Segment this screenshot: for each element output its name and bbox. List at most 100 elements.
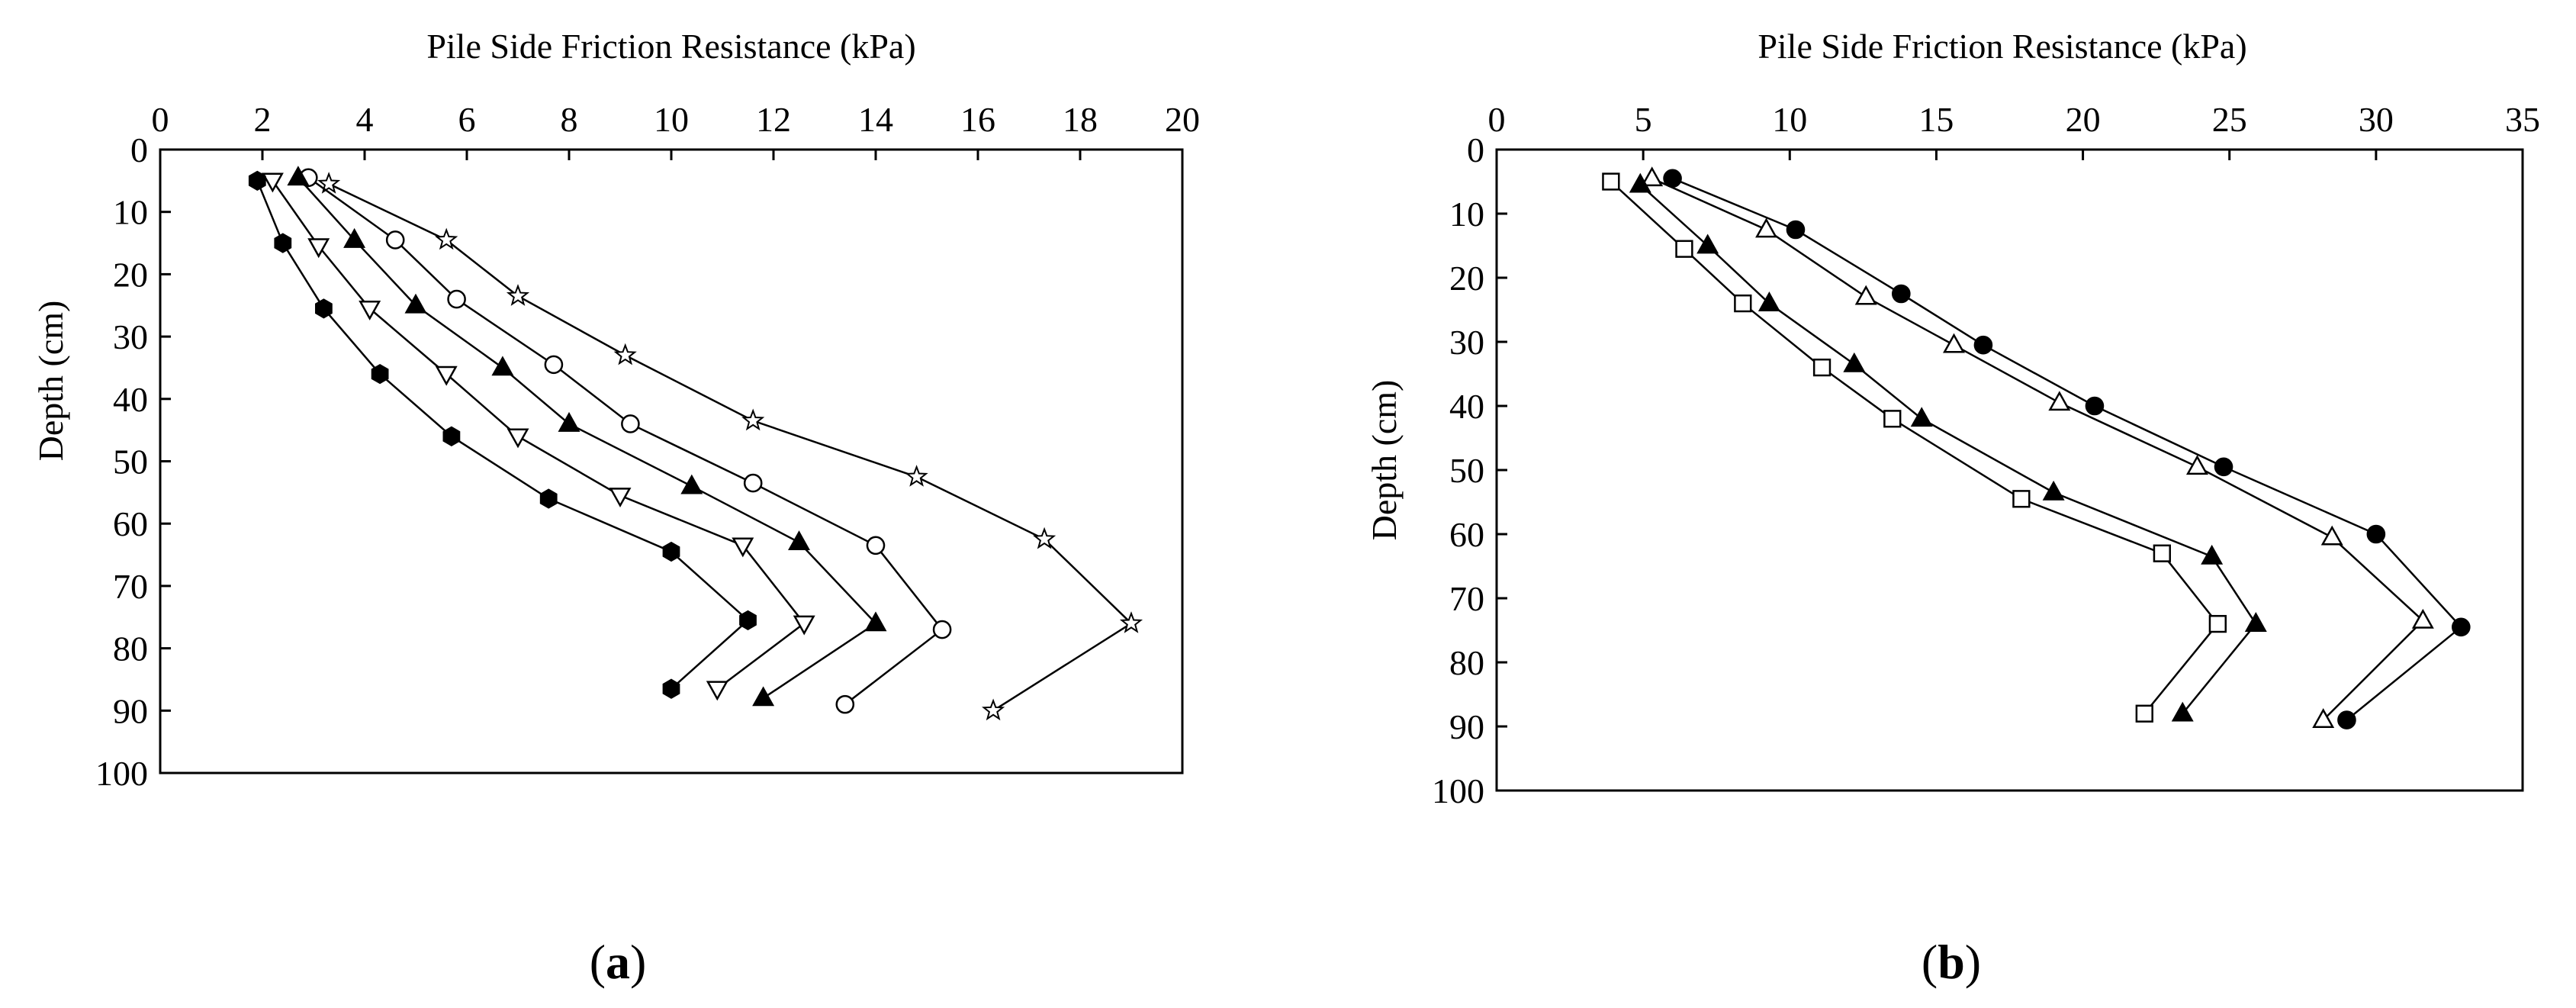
x-tick-label: 5 (1635, 100, 1652, 139)
x-tick-label: 25 (2212, 100, 2247, 139)
x-tick-label: 20 (1165, 100, 1200, 139)
series-C1.8 (1629, 172, 2267, 722)
axis-ticks: 0 5 10 15 20 25 30 35 0 10 20 30 40 50 60 70 80 90 100 (1432, 100, 2540, 810)
data-point (1843, 352, 1866, 372)
data-point (1854, 285, 1877, 305)
data-point (752, 686, 775, 707)
data-point (2366, 524, 2386, 544)
y-axis-title: Depth (cm) (31, 301, 70, 462)
panel-label: (a) (590, 935, 647, 989)
data-point (793, 615, 815, 636)
data-point (274, 233, 292, 253)
data-point (2153, 544, 2171, 562)
chart-panel-b: Pile Side Friction Resistance (kPa) Dept… (1365, 27, 2540, 989)
data-point (544, 355, 564, 375)
y-tick-label: 40 (1449, 387, 1484, 426)
data-point (2320, 525, 2343, 546)
data-point (1973, 335, 1993, 355)
y-tick-label: 50 (1449, 451, 1484, 490)
data-point (1910, 407, 1933, 427)
data-point (1892, 284, 1911, 304)
data-point (2085, 396, 2105, 416)
data-point (2208, 614, 2227, 633)
data-point (248, 170, 266, 191)
data-point (732, 537, 754, 558)
data-point (2312, 708, 2335, 728)
data-point (307, 238, 330, 259)
data-point (1641, 166, 1664, 187)
data-point (287, 166, 310, 186)
x-tick-label: 2 (254, 100, 272, 139)
series-C1.4 (299, 168, 952, 714)
data-point (932, 620, 952, 639)
series-C1 (317, 172, 1143, 721)
y-tick-label: 60 (113, 504, 148, 543)
plot-frame (1495, 148, 2524, 792)
data-point (317, 172, 341, 194)
series-line (256, 180, 750, 690)
y-tick-label: 60 (1449, 515, 1484, 554)
y-tick-label: 70 (1449, 579, 1484, 618)
data-point (2135, 704, 2153, 723)
data-point (315, 298, 333, 319)
x-tick-label: 0 (152, 100, 169, 139)
x-tick-label: 35 (2505, 100, 2540, 139)
x-tick-label: 10 (654, 100, 689, 139)
data-point (435, 227, 458, 250)
data-point (2452, 617, 2471, 637)
y-tick-label: 90 (1449, 707, 1484, 746)
data-point (1812, 358, 1832, 377)
data-point (2048, 391, 2071, 411)
y-tick-label: 30 (113, 317, 148, 356)
data-point (404, 293, 427, 314)
x-axis-title: Pile Side Friction Resistance (kPa) (426, 27, 915, 66)
y-tick-label: 80 (113, 630, 148, 668)
series-line (1651, 177, 2425, 721)
data-point (2185, 455, 2208, 475)
series-C1.6 (287, 166, 887, 707)
data-point (609, 488, 632, 507)
data-point (1602, 172, 1620, 191)
data-point (1734, 294, 1752, 313)
panel-label: (b) (1922, 935, 1981, 989)
data-point (982, 698, 1005, 721)
y-tick-label: 0 (130, 130, 148, 169)
data-point (507, 428, 529, 449)
data-point (359, 300, 381, 320)
data-point (2411, 608, 2434, 629)
data-point (2214, 457, 2233, 477)
series-group (248, 166, 1143, 721)
series-C2.0 (248, 170, 757, 699)
data-point (506, 284, 530, 306)
data-point (1786, 220, 1806, 240)
series-line (307, 176, 944, 706)
data-point (371, 363, 389, 385)
x-tick-label: 30 (2359, 100, 2394, 139)
y-tick-label: 50 (113, 443, 148, 481)
y-tick-label: 90 (113, 691, 148, 730)
data-point (1755, 217, 1778, 238)
data-point (261, 172, 284, 193)
y-tick-label: 30 (1449, 323, 1484, 362)
series-C1.4 (1663, 169, 2471, 729)
data-point (2201, 544, 2224, 565)
data-point (1758, 291, 1780, 311)
series-line (1672, 177, 2463, 721)
data-point (2244, 612, 2267, 632)
y-tick-label: 20 (113, 255, 148, 294)
data-point (905, 465, 928, 487)
x-tick-label: 6 (458, 100, 476, 139)
data-point (1883, 410, 1902, 428)
data-point (491, 356, 514, 376)
x-tick-label: 15 (1918, 100, 1954, 139)
x-tick-label: 18 (1063, 100, 1098, 139)
data-point (866, 536, 886, 556)
data-point (743, 473, 763, 493)
y-tick-label: 0 (1467, 130, 1484, 169)
series-line (297, 176, 877, 700)
series-C1.6 (1641, 166, 2434, 728)
y-axis-title: Depth (cm) (1365, 380, 1404, 541)
axis-ticks: 0 2 4 6 8 10 12 14 16 18 20 0 10 20 30 40 50 60 70 80 90 100 (95, 100, 1200, 793)
data-point (1675, 240, 1693, 258)
